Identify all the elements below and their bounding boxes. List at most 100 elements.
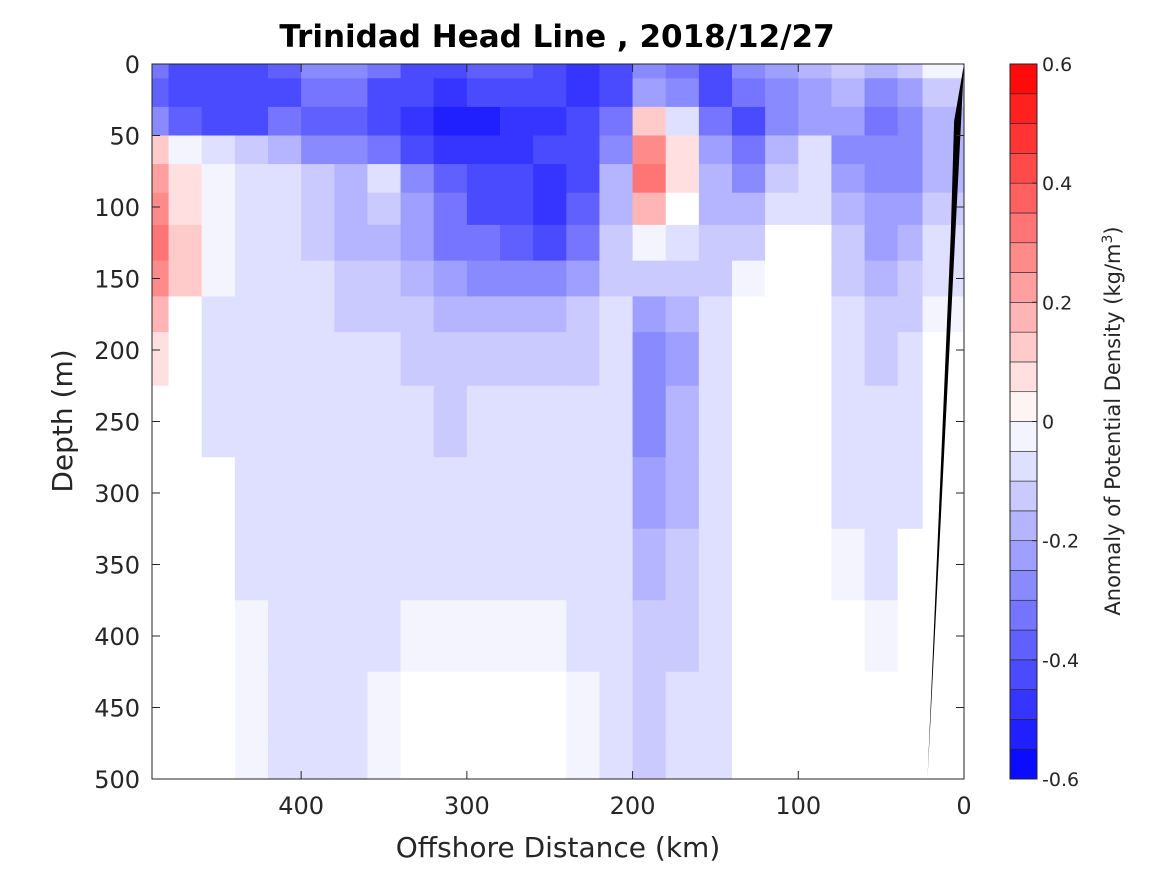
field-cell bbox=[765, 192, 799, 226]
field-cell bbox=[466, 332, 501, 387]
field-cell bbox=[500, 385, 534, 458]
field-cell bbox=[566, 64, 601, 79]
field-cell bbox=[765, 457, 799, 530]
y-tick-label: 200 bbox=[94, 337, 140, 365]
field-cell bbox=[533, 135, 567, 165]
field-cell bbox=[268, 192, 302, 226]
field-cell bbox=[665, 457, 700, 530]
field-cell bbox=[367, 260, 402, 297]
field-cell bbox=[632, 135, 667, 165]
colorbar-tick-label: 0.2 bbox=[1042, 292, 1072, 314]
colorbar-ticks: 0.6 0.4 0.2 0 -0.2 -0.4 -0.6 bbox=[1032, 54, 1079, 791]
field-cell bbox=[466, 64, 501, 79]
field-cell bbox=[698, 78, 733, 108]
field-cell bbox=[268, 78, 302, 108]
field-cell bbox=[334, 135, 369, 165]
field-cell bbox=[897, 296, 924, 333]
field-cell bbox=[334, 64, 369, 79]
field-cell bbox=[466, 296, 501, 333]
field-cell bbox=[367, 385, 402, 458]
field-cell bbox=[566, 260, 601, 297]
field-cell bbox=[599, 106, 634, 137]
field-cell bbox=[831, 260, 866, 297]
field-cell bbox=[831, 528, 866, 601]
field-cell bbox=[698, 192, 733, 226]
field-cell bbox=[400, 106, 435, 137]
field-cell bbox=[400, 457, 435, 530]
field-cell bbox=[433, 332, 468, 387]
field-cell bbox=[500, 528, 534, 601]
field-cell bbox=[168, 671, 203, 744]
field-cell bbox=[500, 64, 534, 79]
field-cell bbox=[201, 192, 236, 226]
field-cell bbox=[400, 332, 435, 387]
field-cell bbox=[301, 332, 335, 387]
field-cell bbox=[234, 224, 269, 262]
field-cell bbox=[301, 164, 335, 194]
field-cell bbox=[268, 106, 302, 137]
field-cell bbox=[268, 64, 302, 79]
field-cell bbox=[566, 671, 601, 744]
colorbar-tick-label: -0.4 bbox=[1042, 650, 1079, 672]
field-cell bbox=[897, 78, 924, 108]
field-cell bbox=[665, 224, 700, 262]
field-cell bbox=[864, 106, 899, 137]
field-cell bbox=[732, 78, 766, 108]
colorbar-level bbox=[1009, 153, 1038, 184]
field-cell bbox=[334, 332, 369, 387]
field-cell bbox=[765, 671, 799, 744]
field-cell bbox=[367, 296, 402, 333]
x-tick-label: 200 bbox=[610, 792, 656, 820]
y-tick-label: 0 bbox=[125, 51, 140, 79]
colorbar-level bbox=[1009, 272, 1038, 303]
field-cell bbox=[698, 528, 733, 601]
field-cell bbox=[400, 600, 435, 673]
field-cell bbox=[201, 135, 236, 165]
field-cell bbox=[433, 743, 468, 779]
field-cell bbox=[632, 671, 667, 744]
field-cell bbox=[152, 743, 170, 779]
x-tick-label: 100 bbox=[775, 792, 821, 820]
field-cell bbox=[566, 743, 601, 779]
field-cell bbox=[533, 64, 567, 79]
field-cell bbox=[301, 457, 335, 530]
field-cell bbox=[400, 64, 435, 79]
x-axis-label: Offshore Distance (km) bbox=[396, 831, 721, 864]
field-cell bbox=[599, 385, 634, 458]
colorbar-level bbox=[1009, 302, 1038, 333]
field-cell bbox=[500, 260, 534, 297]
field-cell bbox=[234, 192, 269, 226]
colorbar-tick-label: -0.6 bbox=[1042, 769, 1079, 791]
field-cell bbox=[665, 332, 700, 387]
field-cell bbox=[897, 64, 924, 79]
field-cell bbox=[152, 296, 170, 333]
field-cell bbox=[201, 600, 236, 673]
density-anomaly-field bbox=[152, 64, 964, 779]
colorbar-level bbox=[1009, 182, 1038, 214]
field-cell bbox=[798, 192, 833, 226]
field-cell bbox=[168, 385, 203, 458]
field-cell bbox=[665, 192, 700, 226]
field-cell bbox=[367, 528, 402, 601]
field-cell bbox=[201, 332, 236, 387]
colorbar-level bbox=[1009, 212, 1038, 244]
field-cell bbox=[400, 192, 435, 226]
field-cell bbox=[152, 671, 170, 744]
field-cell bbox=[566, 78, 601, 108]
field-cell bbox=[665, 671, 700, 744]
field-cell bbox=[566, 385, 601, 458]
colorbar-level bbox=[1009, 510, 1038, 541]
field-cell bbox=[367, 743, 402, 779]
field-cell bbox=[599, 296, 634, 333]
field-cell bbox=[334, 385, 369, 458]
field-cell bbox=[234, 671, 269, 744]
field-cell bbox=[798, 78, 833, 108]
field-cell bbox=[433, 600, 468, 673]
field-cell bbox=[897, 106, 924, 137]
field-cell bbox=[864, 332, 899, 387]
field-cell bbox=[897, 332, 924, 387]
field-cell bbox=[268, 332, 302, 387]
field-cell bbox=[234, 528, 269, 601]
field-cell bbox=[234, 743, 269, 779]
field-cell bbox=[698, 224, 733, 262]
